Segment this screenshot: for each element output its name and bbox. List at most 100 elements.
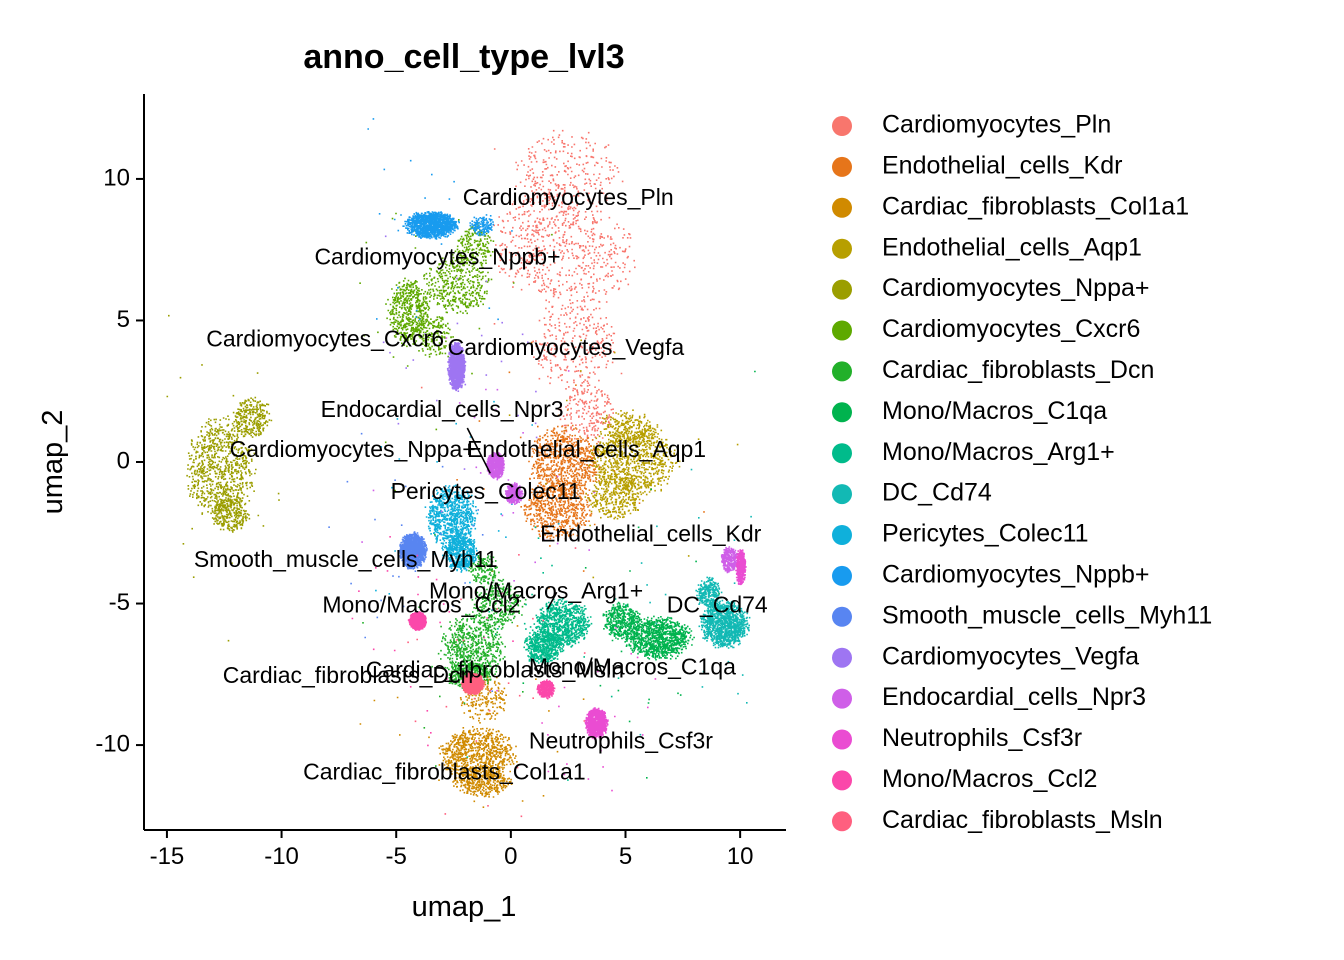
series-dc-cd74 <box>639 468 752 736</box>
scatter-points <box>166 118 756 818</box>
legend-item-cardiac-fibroblasts-msln: Cardiac_fibroblasts_Msln <box>832 806 1163 834</box>
y-tick-label: 5 <box>117 306 130 333</box>
y-tick-label: -10 <box>95 730 130 757</box>
cluster-label-cardiomyocytes-vegfa: Cardiomyocytes_Vegfa <box>448 334 685 360</box>
x-axis-ticks: -15 -10 -5 0 5 10 <box>150 830 754 870</box>
legend-swatch <box>832 116 852 136</box>
legend-item-cardiac-fibroblasts-dcn: Cardiac_fibroblasts_Dcn <box>832 356 1154 384</box>
cluster-label-mono-macros-c1qa: Mono/Macros_C1qa <box>529 654 736 680</box>
legend-label: Mono/Macros_Ccl2 <box>882 765 1097 793</box>
legend-swatch <box>832 770 852 791</box>
x-tick-label: 10 <box>727 843 754 870</box>
series-smooth-muscle-cells-myh11 <box>328 432 494 692</box>
y-tick-label: -5 <box>109 589 130 616</box>
leader-line <box>466 427 491 474</box>
legend-label: Endothelial_cells_Kdr <box>882 152 1122 180</box>
legend-label: Cardiomyocytes_Nppa+ <box>882 274 1150 302</box>
legend-item-endocardial-cells-npr3: Endocardial_cells_Npr3 <box>832 683 1146 711</box>
legend-label: DC_Cd74 <box>882 479 992 507</box>
series-cardiomyocytes-vegfa <box>382 235 538 470</box>
y-tick-label: 10 <box>103 164 130 191</box>
legend: Cardiomyocytes_Pln Endothelial_cells_Kdr C… <box>832 111 1212 834</box>
legend-label: Smooth_muscle_cells_Myh11 <box>882 601 1212 629</box>
legend-label: Endothelial_cells_Aqp1 <box>882 233 1142 261</box>
legend-swatch <box>832 402 852 423</box>
legend-label: Cardiomyocytes_Pln <box>882 111 1111 139</box>
x-tick-label: 5 <box>619 843 632 870</box>
legend-swatch <box>832 606 852 627</box>
cluster-label-mono-macros-ccl2: Mono/Macros_Ccl2 <box>322 591 520 617</box>
legend-item-cardiomyocytes-cxcr6: Cardiomyocytes_Cxcr6 <box>832 315 1140 343</box>
legend-item-endothelial-cells-aqp1: Endothelial_cells_Aqp1 <box>832 233 1142 261</box>
legend-swatch <box>832 443 852 464</box>
legend-swatch <box>832 647 852 668</box>
series-points-cardiomyocytes-nppb <box>367 118 513 321</box>
series-cardiomyocytes-nppb <box>367 118 513 321</box>
legend-swatch <box>832 156 852 177</box>
legend-item-neutrophils-csf3r: Neutrophils_Csf3r <box>832 724 1082 752</box>
series-points-endothelial-cells-kdr <box>456 341 705 589</box>
axes: -15 -10 -5 0 5 10 -10 -5 0 5 10 <box>95 94 786 870</box>
legend-item-cardiomyocytes-nppb: Cardiomyocytes_Nppb+ <box>832 561 1150 589</box>
cluster-label-cardiomyocytes-nppb: Cardiomyocytes_Nppb+ <box>314 243 560 269</box>
legend-label: Cardiac_fibroblasts_Msln <box>882 806 1163 834</box>
legend-item-smooth-muscle-cells-myh11: Smooth_muscle_cells_Myh11 <box>832 601 1212 629</box>
cluster-label-mono-macros-arg1: Mono/Macros_Arg1+ <box>429 577 643 603</box>
cluster-label-cardiac-fibroblasts-col1a1: Cardiac_fibroblasts_Col1a1 <box>303 758 586 784</box>
legend-swatch <box>832 361 852 382</box>
legend-item-cardiomyocytes-nppa: Cardiomyocytes_Nppa+ <box>832 274 1150 302</box>
series-mono-macros-arg1 <box>450 498 627 781</box>
chart-title: anno_cell_type_lvl3 <box>303 38 624 76</box>
series-cardiac-fibroblasts-col1a1 <box>359 625 593 808</box>
series-points-cardiomyocytes-nppa <box>166 314 321 642</box>
series-cardiac-fibroblasts-dcn <box>362 534 559 767</box>
legend-swatch <box>832 484 852 505</box>
cluster-label-cardiomyocytes-pln: Cardiomyocytes_Pln <box>463 184 674 210</box>
legend-label: Pericytes_Colec11 <box>882 520 1089 548</box>
x-tick-label: -10 <box>264 843 299 870</box>
cluster-label-dc-cd74: DC_Cd74 <box>667 591 768 617</box>
legend-swatch <box>832 525 852 545</box>
legend-label: Endocardial_cells_Npr3 <box>882 683 1146 711</box>
series-points-smooth-muscle-cells-myh11 <box>328 432 494 692</box>
legend-label: Cardiomyocytes_Vegfa <box>882 642 1139 670</box>
legend-item-mono-macros-c1qa: Mono/Macros_C1qa <box>832 397 1107 425</box>
legend-swatch <box>832 279 852 300</box>
cluster-label-endothelial-cells-kdr: Endothelial_cells_Kdr <box>540 521 762 547</box>
legend-item-cardiomyocytes-vegfa: Cardiomyocytes_Vegfa <box>832 642 1139 670</box>
cluster-label-endothelial-cells-aqp1: Endothelial_cells_Aqp1 <box>467 436 706 462</box>
cluster-label-cardiomyocytes-nppa: Cardiomyocytes_Nppa+ <box>230 436 476 462</box>
y-axis-ticks: -10 -5 0 5 10 <box>95 164 144 757</box>
legend-swatch <box>832 320 852 341</box>
legend-swatch <box>832 729 852 750</box>
legend-swatch <box>832 565 852 586</box>
cluster-label-cardiomyocytes-cxcr6: Cardiomyocytes_Cxcr6 <box>206 325 444 351</box>
legend-item-endothelial-cells-kdr: Endothelial_cells_Kdr <box>832 152 1122 180</box>
legend-item-cardiomyocytes-pln: Cardiomyocytes_Pln <box>832 111 1111 139</box>
legend-item-cardiac-fibroblasts-col1a1: Cardiac_fibroblasts_Col1a1 <box>832 192 1189 220</box>
y-axis-title: umap_2 <box>37 410 69 515</box>
x-tick-label: -15 <box>150 843 185 870</box>
legend-item-mono-macros-arg1: Mono/Macros_Arg1+ <box>832 438 1115 466</box>
series-cardiomyocytes-nppa <box>166 314 321 642</box>
legend-swatch <box>832 688 852 709</box>
legend-item-pericytes-colec11: Pericytes_Colec11 <box>832 520 1089 548</box>
cluster-label-pericytes-colec11: Pericytes_Colec11 <box>391 478 581 504</box>
legend-label: Neutrophils_Csf3r <box>882 724 1082 752</box>
cluster-label-cardiac-fibroblasts-msln: Cardiac_fibroblasts_Msln <box>366 657 624 683</box>
legend-label: Mono/Macros_C1qa <box>882 397 1107 425</box>
series-points-cardiomyocytes-pln <box>420 129 636 456</box>
cluster-labels: Cardiomyocytes_Pln Cardiomyocytes_Nppb+ Ca… <box>194 184 768 785</box>
cluster-label-cardiac-fibroblasts-dcn: Cardiac_fibroblasts_Dcn <box>223 662 474 688</box>
series-points-mono-macros-arg1 <box>450 498 627 781</box>
plot-area: Cardiomyocytes_Pln Cardiomyocytes_Nppb+ Ca… <box>166 118 768 818</box>
cluster-label-neutrophils-csf3r: Neutrophils_Csf3r <box>529 727 713 753</box>
series-points-dc-cd74 <box>639 468 752 736</box>
x-axis-title: umap_1 <box>412 891 517 923</box>
legend-label: Mono/Macros_Arg1+ <box>882 438 1115 466</box>
cluster-label-smooth-muscle-cells-myh11: Smooth_muscle_cells_Myh11 <box>194 546 498 572</box>
legend-item-mono-macros-ccl2: Mono/Macros_Ccl2 <box>832 765 1097 793</box>
legend-label: Cardiac_fibroblasts_Dcn <box>882 356 1154 384</box>
series-points-cardiac-fibroblasts-dcn <box>362 534 559 767</box>
